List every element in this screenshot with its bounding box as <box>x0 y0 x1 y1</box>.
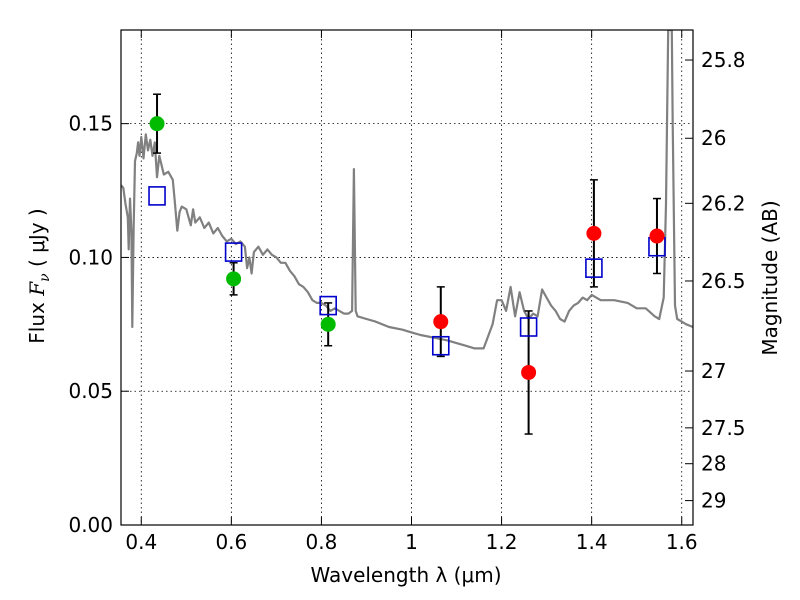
model-photometry-square <box>585 258 603 278</box>
infrared-data-point <box>521 364 537 380</box>
y2-tick-label: 26 <box>701 126 726 150</box>
y2-tick-label: 27 <box>701 359 726 383</box>
y2-tick-label: 27.5 <box>701 416 746 440</box>
model-spectrum-line <box>121 30 693 350</box>
model-photometry-square <box>224 242 243 262</box>
x-tick-label: 0.4 <box>125 530 157 554</box>
plot-frame <box>120 29 694 526</box>
y-tick-label: 0.05 <box>68 379 113 403</box>
y2-tick-label: 26.2 <box>701 191 746 215</box>
x-tick-label: 1.6 <box>666 530 698 554</box>
model-photometry-square <box>431 335 450 356</box>
y-axis-label-subscript: ν <box>37 273 53 282</box>
optical-data-point <box>320 316 336 332</box>
x-tick-label: 1.4 <box>576 530 608 554</box>
optical-data-point <box>149 116 165 132</box>
model-photometry-square <box>319 295 337 316</box>
data-points <box>148 93 666 435</box>
axis-ticks: 0.4 0.6 0.8 1 1.2 1.4 1.6 0.00 0.05 0.10 0.15 25.8 2… <box>68 30 746 554</box>
optical-data-point <box>226 271 242 287</box>
model-photometry-square <box>148 186 166 206</box>
y2-tick-label: 25.8 <box>701 48 746 72</box>
y-tick-label: 0.15 <box>68 112 113 136</box>
y-axis-label-symbol: F <box>25 281 49 297</box>
infrared-data-point <box>433 314 449 330</box>
x-tick-label: 1 <box>405 530 418 554</box>
y-tick-label: 0.10 <box>68 245 113 269</box>
model-photometry-square <box>519 317 538 337</box>
y2-tick-label: 29 <box>701 489 726 513</box>
x-axis-label: Wavelength λ (μm) <box>310 563 501 587</box>
y-axis-label-text: Flux <box>25 296 49 344</box>
x-tick-label: 0.8 <box>306 530 338 554</box>
y-axis-label: Flux Fν ( μJy ) <box>25 208 53 343</box>
grid <box>121 30 693 525</box>
infrared-data-point <box>586 225 602 241</box>
infrared-data-point <box>649 228 665 244</box>
y2-axis-label: Magnitude (AB) <box>758 200 782 355</box>
y-tick-label: 0.00 <box>68 513 113 537</box>
x-tick-label: 1.2 <box>486 530 518 554</box>
x-tick-label: 0.6 <box>215 530 247 554</box>
model-spectrum <box>121 30 693 350</box>
y-axis-label-unit: ( μJy ) <box>25 208 49 273</box>
y2-tick-label: 28 <box>701 452 726 476</box>
y2-tick-label: 26.5 <box>701 269 746 293</box>
